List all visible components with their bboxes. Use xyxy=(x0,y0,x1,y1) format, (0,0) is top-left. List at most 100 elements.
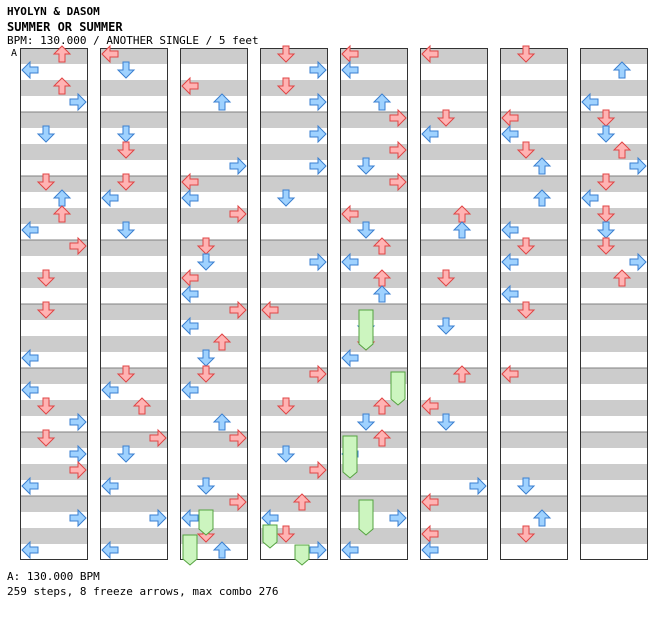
beat-stripe xyxy=(180,400,248,416)
beat-stripe xyxy=(500,192,568,208)
beat-stripe xyxy=(340,80,408,96)
beat-stripe xyxy=(580,512,648,528)
step-arrow-up xyxy=(212,333,232,351)
step-arrow-down xyxy=(196,237,216,255)
beat-stripe xyxy=(180,224,248,240)
column-border xyxy=(580,48,648,560)
beat-stripe xyxy=(180,64,248,80)
step-arrow-right xyxy=(389,508,407,528)
beat-stripe xyxy=(420,368,488,384)
beat-stripe xyxy=(260,192,328,208)
step-arrow-left xyxy=(581,92,599,112)
beat-stripe xyxy=(260,272,328,288)
beat-stripe xyxy=(20,128,88,144)
step-arrow-left xyxy=(501,220,519,240)
beat-stripe xyxy=(260,336,328,352)
beat-stripe xyxy=(260,400,328,416)
step-arrow-right xyxy=(629,252,647,272)
step-arrow-up xyxy=(372,429,392,447)
step-arrow-down xyxy=(36,301,56,319)
beat-stripe xyxy=(500,160,568,176)
beat-stripe xyxy=(580,352,648,368)
column-border xyxy=(340,48,408,560)
step-arrow-right xyxy=(309,252,327,272)
beat-stripe xyxy=(100,112,168,128)
beat-stripe xyxy=(420,240,488,256)
step-arrow-left xyxy=(341,204,359,224)
beat-stripe xyxy=(420,160,488,176)
beat-stripe xyxy=(260,448,328,464)
step-arrow-right xyxy=(229,204,247,224)
step-arrow-down xyxy=(36,397,56,415)
beat-stripe xyxy=(580,128,648,144)
chart-info: BPM: 130.000 / ANOTHER SINGLE / 5 feet xyxy=(7,34,259,47)
step-arrow-right xyxy=(149,428,167,448)
beat-stripe xyxy=(420,304,488,320)
beat-stripe xyxy=(180,352,248,368)
beat-stripe xyxy=(580,496,648,512)
step-arrow-up xyxy=(372,93,392,111)
beat-stripe xyxy=(180,368,248,384)
step-arrow-right xyxy=(229,300,247,320)
step-arrow-right xyxy=(69,236,87,256)
beat-stripe xyxy=(180,416,248,432)
beat-stripe xyxy=(420,112,488,128)
step-arrow-down xyxy=(116,445,136,463)
beat-stripe xyxy=(580,304,648,320)
beat-stripe xyxy=(100,176,168,192)
beat-stripe xyxy=(500,352,568,368)
beat-stripe xyxy=(100,304,168,320)
step-arrow-left xyxy=(341,540,359,560)
step-arrow-right xyxy=(69,460,87,480)
beat-stripe xyxy=(260,416,328,432)
beat-stripe xyxy=(100,224,168,240)
step-arrow-down xyxy=(276,525,296,543)
artist-name: HYOLYN & DASOM xyxy=(7,5,100,18)
beat-stripe xyxy=(420,272,488,288)
beat-stripe xyxy=(580,144,648,160)
step-arrow-left xyxy=(261,300,279,320)
beat-stripe xyxy=(420,464,488,480)
beat-stripe xyxy=(260,208,328,224)
step-arrow-right xyxy=(69,508,87,528)
step-arrow-up xyxy=(532,157,552,175)
beat-stripe xyxy=(260,352,328,368)
beat-stripe xyxy=(100,528,168,544)
column-border xyxy=(500,48,568,560)
beat-stripe xyxy=(420,288,488,304)
beat-stripe xyxy=(20,112,88,128)
step-arrow-left xyxy=(181,284,199,304)
step-arrow-left xyxy=(341,252,359,272)
beat-stripe xyxy=(340,528,408,544)
beat-stripe xyxy=(100,320,168,336)
beat-stripe xyxy=(20,144,88,160)
song-title: SUMMER OR SUMMER xyxy=(7,20,123,34)
beat-stripe xyxy=(260,48,328,64)
step-arrow-down xyxy=(116,125,136,143)
beat-stripe xyxy=(260,224,328,240)
step-arrow-right xyxy=(309,92,327,112)
step-arrow-right xyxy=(469,476,487,496)
beat-stripe xyxy=(100,400,168,416)
beat-stripe xyxy=(500,208,568,224)
step-arrow-down xyxy=(276,445,296,463)
step-arrow-left xyxy=(421,524,439,544)
beat-stripe xyxy=(180,256,248,272)
step-arrow-left xyxy=(181,188,199,208)
beat-stripe xyxy=(20,336,88,352)
freeze-arrow xyxy=(294,544,310,566)
step-arrow-left xyxy=(581,188,599,208)
beat-stripe xyxy=(500,448,568,464)
step-arrow-up xyxy=(212,541,232,559)
step-arrow-right xyxy=(229,428,247,448)
beat-stripe xyxy=(420,320,488,336)
beat-stripe xyxy=(420,176,488,192)
beat-stripe xyxy=(340,400,408,416)
step-arrow-down xyxy=(436,317,456,335)
beat-stripe xyxy=(100,416,168,432)
step-arrow-down xyxy=(36,269,56,287)
beat-stripe xyxy=(340,480,408,496)
beat-stripe xyxy=(260,176,328,192)
step-arrow-left xyxy=(501,364,519,384)
beat-stripe xyxy=(580,416,648,432)
